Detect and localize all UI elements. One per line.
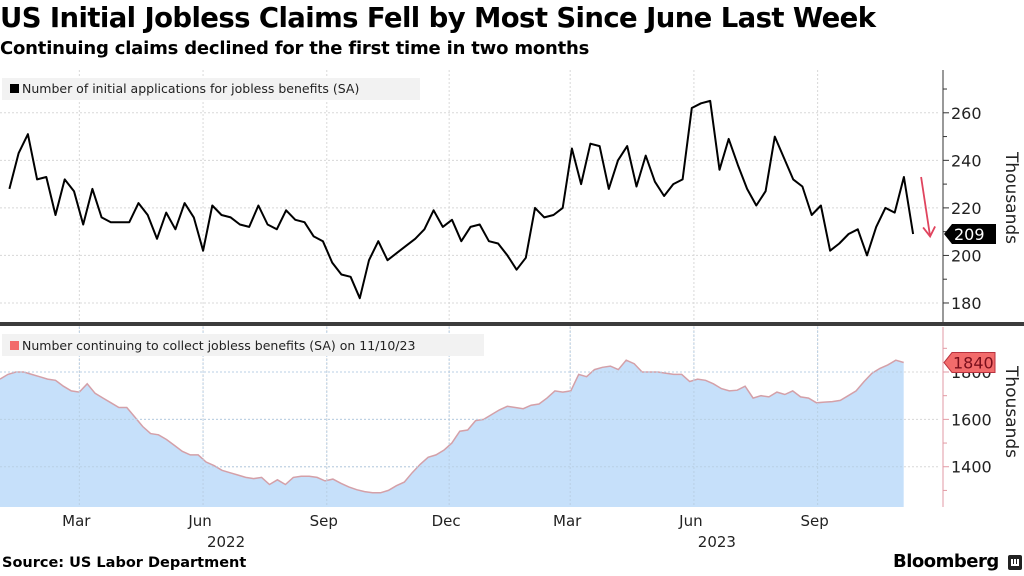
legend-continuing-label: Number continuing to collect jobless ben… <box>22 338 415 353</box>
y-axis-title-top: Thousands <box>1001 151 1021 244</box>
down-arrow-shaft <box>920 176 931 237</box>
chart-title: US Initial Jobless Claims Fell by Most S… <box>0 2 876 34</box>
chart-subtitle: Continuing claims declined for the first… <box>0 38 590 59</box>
y-tick-label-bottom: 1600 <box>951 410 992 429</box>
last-value-label-bottom: 1840 <box>953 354 994 373</box>
x-tick-label: Sep <box>310 512 338 530</box>
last-value-marker-top <box>944 224 996 245</box>
initial-claims-line <box>8 99 915 300</box>
y-tick-label-bottom: 1400 <box>951 458 992 477</box>
legend-initial-label: Number of initial applications for joble… <box>22 81 359 96</box>
source-note: Source: US Labor Department <box>2 555 247 571</box>
legend-continuing-bg <box>2 334 484 356</box>
legend-initial-swatch <box>10 84 19 93</box>
value-markers: 209 1840 <box>920 176 996 374</box>
legend-continuing-swatch <box>10 341 19 350</box>
y-tick-label-top: 180 <box>951 294 982 313</box>
continuing-claims-series <box>0 327 904 507</box>
y-tick-label-top: 200 <box>951 246 982 265</box>
legend-initial: Number of initial applications for joble… <box>2 78 420 100</box>
legend-initial-bg <box>2 78 420 100</box>
brand-logo: Bloomberg <box>893 551 999 572</box>
panel-divider <box>0 322 1024 326</box>
bloomberg-terminal-icon <box>1008 555 1022 570</box>
y-axis-title-bottom: Thousands <box>1001 365 1021 458</box>
x-tick-label: Mar <box>62 512 91 530</box>
down-arrow-head <box>922 226 936 239</box>
y-tick-label-top: 260 <box>951 104 982 123</box>
x-tick-label: Dec <box>432 512 461 530</box>
initial-claims-series <box>8 99 915 300</box>
legend-continuing: Number continuing to collect jobless ben… <box>2 334 484 356</box>
continuing-claims-line <box>0 359 904 494</box>
last-value-label-top: 209 <box>954 225 985 244</box>
axes: 180200220240260140016001800ThousandsThou… <box>0 70 1024 551</box>
last-value-marker-bottom <box>943 352 996 374</box>
x-tick-label: Jun <box>678 512 702 530</box>
y-tick-label-top: 220 <box>951 199 982 218</box>
x-tick-label: Jun <box>187 512 211 530</box>
y-tick-label-top: 240 <box>951 151 982 170</box>
x-year-label: 2022 <box>207 533 245 551</box>
x-tick-label: Sep <box>800 512 828 530</box>
x-year-label: 2023 <box>698 533 736 551</box>
continuing-claims-area <box>0 360 904 507</box>
x-tick-label: Mar <box>553 512 582 530</box>
